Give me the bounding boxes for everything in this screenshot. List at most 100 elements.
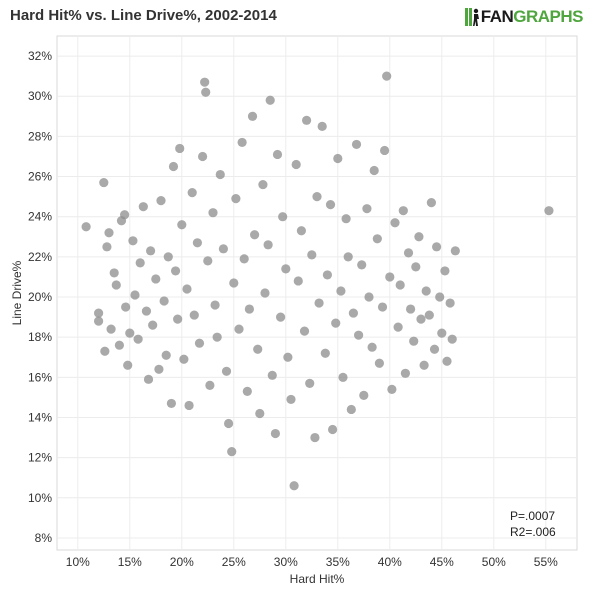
data-point: [437, 328, 447, 338]
data-point: [192, 238, 202, 248]
data-point: [244, 304, 254, 314]
x-tick-label: 50%: [482, 555, 506, 569]
y-tick-label: 10%: [28, 491, 52, 505]
data-point: [387, 384, 397, 394]
data-point: [382, 71, 392, 81]
data-point: [369, 165, 379, 176]
data-point: [398, 206, 408, 216]
data-point: [224, 418, 234, 429]
data-point: [305, 378, 315, 388]
data-point: [125, 328, 135, 338]
data-point: [429, 344, 440, 354]
logo-fan-text: FAN: [480, 7, 514, 26]
data-point: [411, 262, 421, 272]
data-point: [187, 188, 197, 198]
data-point: [163, 252, 173, 262]
data-point: [221, 366, 232, 376]
logo-graphs-text: GRAPHS: [513, 7, 583, 26]
data-point: [299, 326, 310, 336]
data-point: [215, 169, 225, 180]
x-axis-label: Hard Hit%: [290, 572, 345, 586]
data-point: [148, 320, 158, 330]
data-point: [184, 400, 194, 411]
data-point: [250, 230, 260, 240]
data-point: [146, 246, 156, 256]
data-point: [114, 340, 124, 350]
data-point: [341, 214, 351, 224]
data-point: [247, 111, 258, 121]
data-point: [141, 306, 152, 316]
data-point: [359, 390, 369, 400]
data-point: [194, 338, 205, 348]
y-tick-label: 24%: [28, 210, 52, 224]
data-point: [362, 204, 372, 214]
data-point: [102, 242, 112, 252]
data-point: [325, 200, 336, 210]
y-tick-label: 14%: [28, 410, 52, 424]
fangraphs-logo: FANGRAPHS: [464, 6, 583, 28]
data-point: [121, 302, 131, 312]
data-point: [111, 280, 121, 290]
data-point: [276, 312, 286, 322]
x-tick-label: 20%: [170, 555, 194, 569]
data-point: [343, 252, 353, 262]
data-point: [307, 250, 317, 260]
data-point: [189, 310, 199, 320]
data-point: [447, 334, 457, 344]
data-point: [283, 352, 293, 362]
data-point: [291, 159, 301, 170]
data-point: [278, 212, 288, 222]
data-point: [354, 330, 364, 340]
data-point: [133, 334, 143, 344]
data-point: [263, 240, 273, 250]
data-point: [267, 370, 277, 380]
data-point: [123, 360, 133, 370]
data-point: [239, 254, 249, 264]
data-point: [272, 149, 283, 160]
data-point: [314, 298, 324, 308]
data-point: [442, 356, 452, 366]
data-point: [120, 210, 130, 220]
p-value-label: P=.0007: [510, 509, 556, 523]
y-tick-label: 30%: [28, 89, 52, 103]
data-point: [416, 314, 426, 324]
data-point: [393, 322, 403, 332]
data-point: [104, 228, 114, 238]
data-point: [400, 368, 410, 378]
data-point: [348, 308, 358, 318]
data-point: [210, 300, 220, 310]
data-point: [255, 408, 265, 419]
stats-box: P=.0007 R2=.006: [510, 508, 556, 540]
data-point: [426, 198, 436, 208]
y-tick-label: 12%: [28, 451, 52, 465]
data-point: [302, 115, 312, 125]
data-point: [161, 350, 171, 360]
y-tick-label: 20%: [28, 290, 52, 304]
data-point: [258, 179, 268, 190]
data-point: [203, 256, 213, 266]
data-point: [419, 360, 429, 370]
data-point: [328, 424, 338, 435]
data-point: [445, 298, 455, 308]
data-point: [231, 194, 241, 204]
data-point: [333, 153, 343, 164]
data-point: [205, 380, 215, 390]
data-point: [286, 394, 296, 405]
data-point: [179, 354, 189, 364]
data-point: [346, 404, 356, 415]
data-point: [234, 324, 244, 334]
data-point: [260, 288, 270, 298]
data-point: [151, 274, 161, 284]
chart-title: Hard Hit% vs. Line Drive%, 2002-2014: [10, 7, 277, 24]
data-point: [367, 342, 377, 352]
data-point: [336, 286, 346, 296]
data-point: [544, 206, 554, 216]
data-point: [310, 432, 320, 443]
data-point: [281, 264, 291, 274]
data-point: [435, 292, 445, 302]
data-point: [338, 372, 348, 382]
data-point: [253, 344, 263, 354]
data-point: [156, 196, 166, 206]
